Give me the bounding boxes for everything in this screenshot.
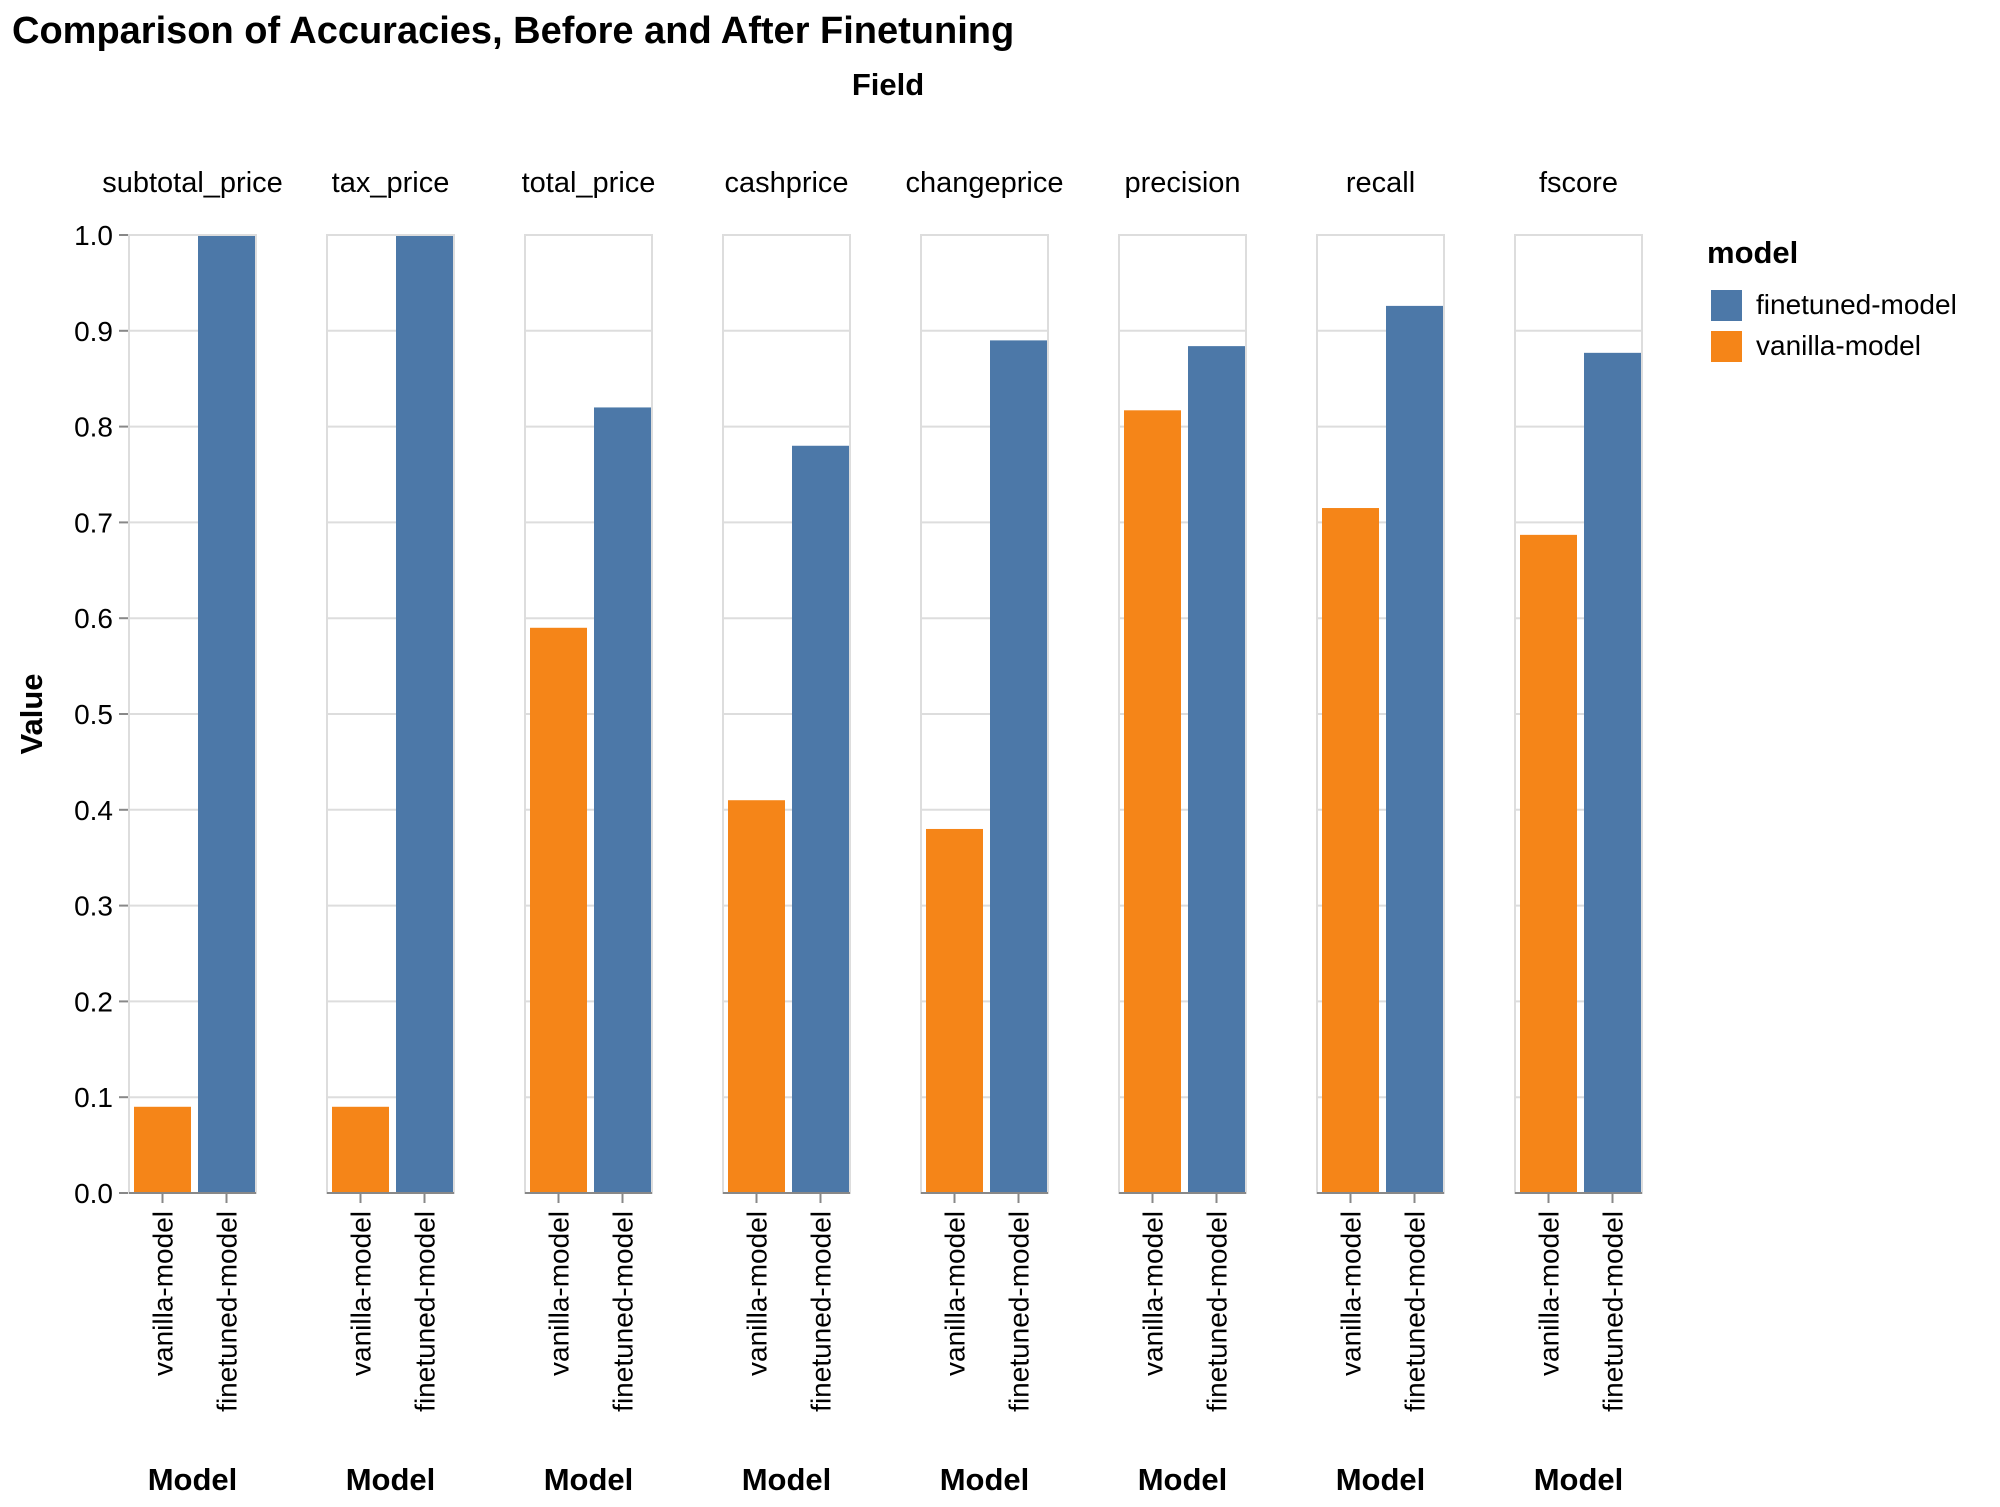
x-tick-label: vanilla-model	[940, 1211, 971, 1376]
x-tick-label: vanilla-model	[1336, 1211, 1367, 1376]
bar-vanilla-model	[1322, 508, 1379, 1193]
facet-fscore: fscore vanilla-model finetuned-model Model	[1514, 167, 1643, 1497]
facet-changeprice: changeprice vanilla-model finetuned-model M…	[906, 167, 1064, 1497]
facet-cashprice: cashprice vanilla-model finetuned-model Mod…	[722, 167, 851, 1497]
x-tick-label: vanilla-model	[1534, 1211, 1565, 1376]
x-axis-title: Model	[1138, 1462, 1228, 1497]
x-tick-label: finetuned-model	[608, 1211, 639, 1412]
x-axis-title: Model	[148, 1462, 238, 1497]
bar-finetuned-model	[594, 407, 651, 1193]
facet-tax_price: tax_price vanilla-model finetuned-model Mod…	[326, 167, 455, 1497]
legend-swatch-vanilla	[1711, 331, 1742, 362]
x-axis-title: Model	[742, 1462, 832, 1497]
facet-header: fscore	[1539, 167, 1618, 199]
facet-header: subtotal_price	[102, 167, 283, 199]
bar-vanilla-model	[1520, 534, 1577, 1193]
facet-header: tax_price	[332, 167, 450, 199]
x-tick-label: finetuned-model	[1004, 1211, 1035, 1412]
bar-finetuned-model	[1584, 352, 1641, 1194]
legend-swatch-finetuned	[1711, 290, 1742, 321]
x-axis-title: Model	[346, 1462, 436, 1497]
facet-header: recall	[1346, 167, 1415, 199]
x-tick-label: vanilla-model	[1138, 1211, 1169, 1376]
x-axis-title: Model	[940, 1462, 1030, 1497]
bar-finetuned-model	[990, 340, 1047, 1193]
facet-recall: recall vanilla-model finetuned-model Model	[1316, 167, 1445, 1497]
x-axis-title: Model	[1336, 1462, 1426, 1497]
facet-header: cashprice	[724, 167, 848, 199]
y-tick-label: 0.5	[74, 699, 113, 730]
facet-title: Field	[852, 67, 924, 102]
x-tick-label: vanilla-model	[346, 1211, 377, 1376]
facet-header: total_price	[522, 167, 656, 199]
bar-finetuned-model	[396, 235, 453, 1193]
y-axis-title: Value	[14, 674, 49, 755]
facet-precision: precision vanilla-model finetuned-model Mod…	[1118, 167, 1247, 1497]
bar-finetuned-model	[792, 445, 849, 1193]
x-tick-label: finetuned-model	[806, 1211, 837, 1412]
x-tick-label: finetuned-model	[212, 1211, 243, 1412]
bar-finetuned-model	[1188, 346, 1245, 1193]
legend-title: model	[1707, 235, 1798, 270]
bar-vanilla-model	[530, 627, 587, 1193]
y-tick-label: 0.4	[74, 795, 113, 826]
y-tick-label: 0.0	[74, 1178, 113, 1209]
x-tick-label: finetuned-model	[1598, 1211, 1629, 1412]
y-tick-label: 0.3	[74, 891, 113, 922]
x-tick-label: finetuned-model	[1202, 1211, 1233, 1412]
x-axis-title: Model	[1534, 1462, 1624, 1497]
bar-finetuned-model	[1386, 305, 1443, 1194]
facet-total_price: total_price vanilla-model finetuned-model M…	[522, 167, 656, 1497]
chart-title: Comparison of Accuracies, Before and Aft…	[12, 10, 1014, 52]
y-tick-label: 0.6	[74, 603, 113, 634]
bar-vanilla-model	[1124, 410, 1181, 1194]
y-tick-label: 0.8	[74, 412, 113, 443]
x-tick-label: vanilla-model	[742, 1211, 773, 1376]
bar-vanilla-model	[926, 828, 983, 1193]
facet-header: changeprice	[906, 167, 1064, 199]
y-tick-label: 1.0	[74, 220, 113, 251]
bar-vanilla-model	[728, 800, 785, 1193]
facet-subtotal_price: subtotal_price vanilla-model finetuned-mod…	[102, 167, 283, 1497]
y-tick-label: 0.9	[74, 316, 113, 347]
x-tick-label: vanilla-model	[148, 1211, 179, 1376]
y-tick-label: 0.2	[74, 986, 113, 1017]
x-axis-title: Model	[544, 1462, 634, 1497]
legend-label-vanilla: vanilla-model	[1756, 330, 1921, 361]
x-tick-label: finetuned-model	[1400, 1211, 1431, 1412]
legend: model finetuned-model vanilla-model	[1707, 235, 1957, 362]
facet-header: precision	[1124, 167, 1240, 199]
y-tick-label: 0.7	[74, 507, 113, 538]
x-tick-label: finetuned-model	[410, 1211, 441, 1412]
bar-vanilla-model	[134, 1106, 191, 1193]
y-tick-label: 0.1	[74, 1082, 113, 1113]
legend-label-finetuned: finetuned-model	[1756, 289, 1957, 320]
plot-area: 0.00.10.20.30.40.50.60.70.80.91.0subtota…	[74, 167, 1643, 1497]
bar-finetuned-model	[198, 235, 255, 1193]
bar-vanilla-model	[332, 1106, 389, 1193]
x-tick-label: vanilla-model	[544, 1211, 575, 1376]
